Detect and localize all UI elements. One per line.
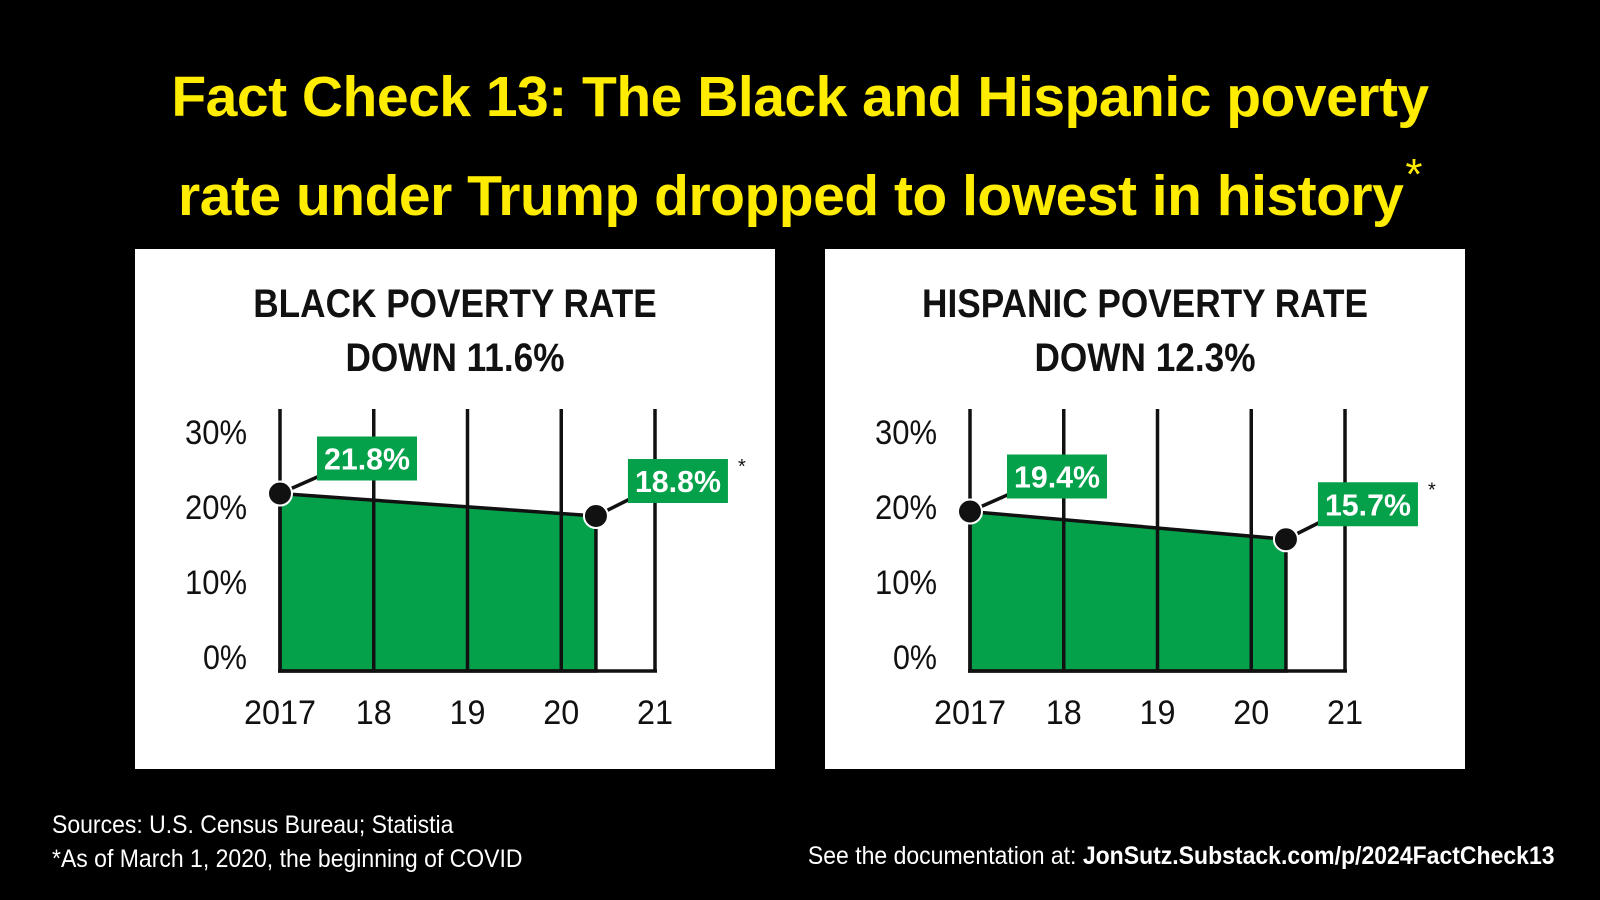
black-x-tick-label: 20 <box>543 694 579 732</box>
hispanic-chart-title: HISPANIC POVERTY RATE DOWN 12.3% <box>863 277 1426 385</box>
hispanic-data-label-box <box>1317 482 1418 527</box>
footer-sources: Sources: U.S. Census Bureau; Statistia *… <box>52 808 522 876</box>
headline: Fact Check 13: The Black and Hispanic po… <box>0 58 1600 235</box>
black-x-tick-label: 19 <box>450 694 486 732</box>
black-data-point <box>267 480 293 507</box>
hispanic-y-tick-label: 10% <box>875 564 937 602</box>
covid-note: *As of March 1, 2020, the beginning of C… <box>52 845 523 873</box>
hispanic-y-tick-label: 20% <box>875 489 937 527</box>
black-poverty-chart: 30% 20% 10% 0% 2017 18 19 20 21 21.8% 18.8% * <box>185 409 746 732</box>
headline-line-2-text: rate under Trump dropped to lowest in hi… <box>178 164 1404 228</box>
hispanic-data-label: 15.7% <box>1325 487 1411 522</box>
black-chart-title-line-1: BLACK POVERTY RATE <box>253 282 657 326</box>
hispanic-poverty-panel: HISPANIC POVERTY RATE DOWN 12.3% 30% 20% 1… <box>825 249 1465 769</box>
black-x-tick-label: 18 <box>356 694 392 732</box>
black-x-tick-label: 21 <box>637 694 673 732</box>
sources-text: Sources: U.S. Census Bureau; Statistia <box>52 811 454 839</box>
headline-asterisk: * <box>1405 150 1422 199</box>
hispanic-x-tick-label: 20 <box>1233 694 1269 732</box>
black-chart-title-line-2: DOWN 11.6% <box>345 336 565 380</box>
black-area-fill <box>278 491 598 673</box>
black-y-tick-label: 30% <box>185 414 247 452</box>
hispanic-area-fill <box>968 509 1288 673</box>
black-x-tick-label: 2017 <box>244 694 316 732</box>
hispanic-data-label-note: * <box>1428 479 1436 501</box>
documentation-prefix: See the documentation at: <box>808 842 1084 870</box>
documentation-line: See the documentation at: JonSutz.Substa… <box>808 842 1555 871</box>
hispanic-x-tick-label: 21 <box>1327 694 1363 732</box>
headline-line-2: rate under Trump dropped to lowest in hi… <box>0 136 1600 235</box>
hispanic-poverty-chart: 30% 20% 10% 0% 2017 18 19 20 21 19.4% 15.7% * <box>875 409 1436 732</box>
hispanic-y-tick-label: 30% <box>875 414 937 452</box>
hispanic-data-label: 19.4% <box>1014 460 1100 495</box>
black-data-label-note: * <box>738 456 746 478</box>
hispanic-data-label-box <box>1007 454 1107 499</box>
headline-line-1: Fact Check 13: The Black and Hispanic po… <box>171 65 1429 129</box>
black-data-label-box <box>317 436 417 481</box>
black-chart-title: BLACK POVERTY RATE DOWN 11.6% <box>173 277 736 385</box>
black-y-tick-label: 20% <box>185 489 247 527</box>
black-data-label-box <box>627 459 728 503</box>
black-data-label: 21.8% <box>324 442 410 477</box>
black-data-label: 18.8% <box>635 464 721 499</box>
black-poverty-panel: BLACK POVERTY RATE DOWN 11.6% 30% 20% 10% 0… <box>135 249 775 769</box>
hispanic-y-tick-label: 0% <box>893 639 937 677</box>
documentation-link[interactable]: JonSutz.Substack.com/p/2024FactCheck13 <box>1083 842 1555 870</box>
black-y-tick-label: 10% <box>185 564 247 602</box>
black-y-tick-label: 0% <box>203 639 247 677</box>
hispanic-x-tick-label: 18 <box>1046 694 1082 732</box>
hispanic-chart-title-line-2: DOWN 12.3% <box>1034 336 1256 380</box>
hispanic-x-tick-label: 19 <box>1140 694 1176 732</box>
hispanic-chart-title-line-1: HISPANIC POVERTY RATE <box>922 282 1368 326</box>
black-data-point <box>582 503 609 529</box>
hispanic-data-point <box>1272 526 1299 553</box>
hispanic-x-tick-label: 2017 <box>934 694 1006 732</box>
hispanic-data-point <box>957 498 983 525</box>
